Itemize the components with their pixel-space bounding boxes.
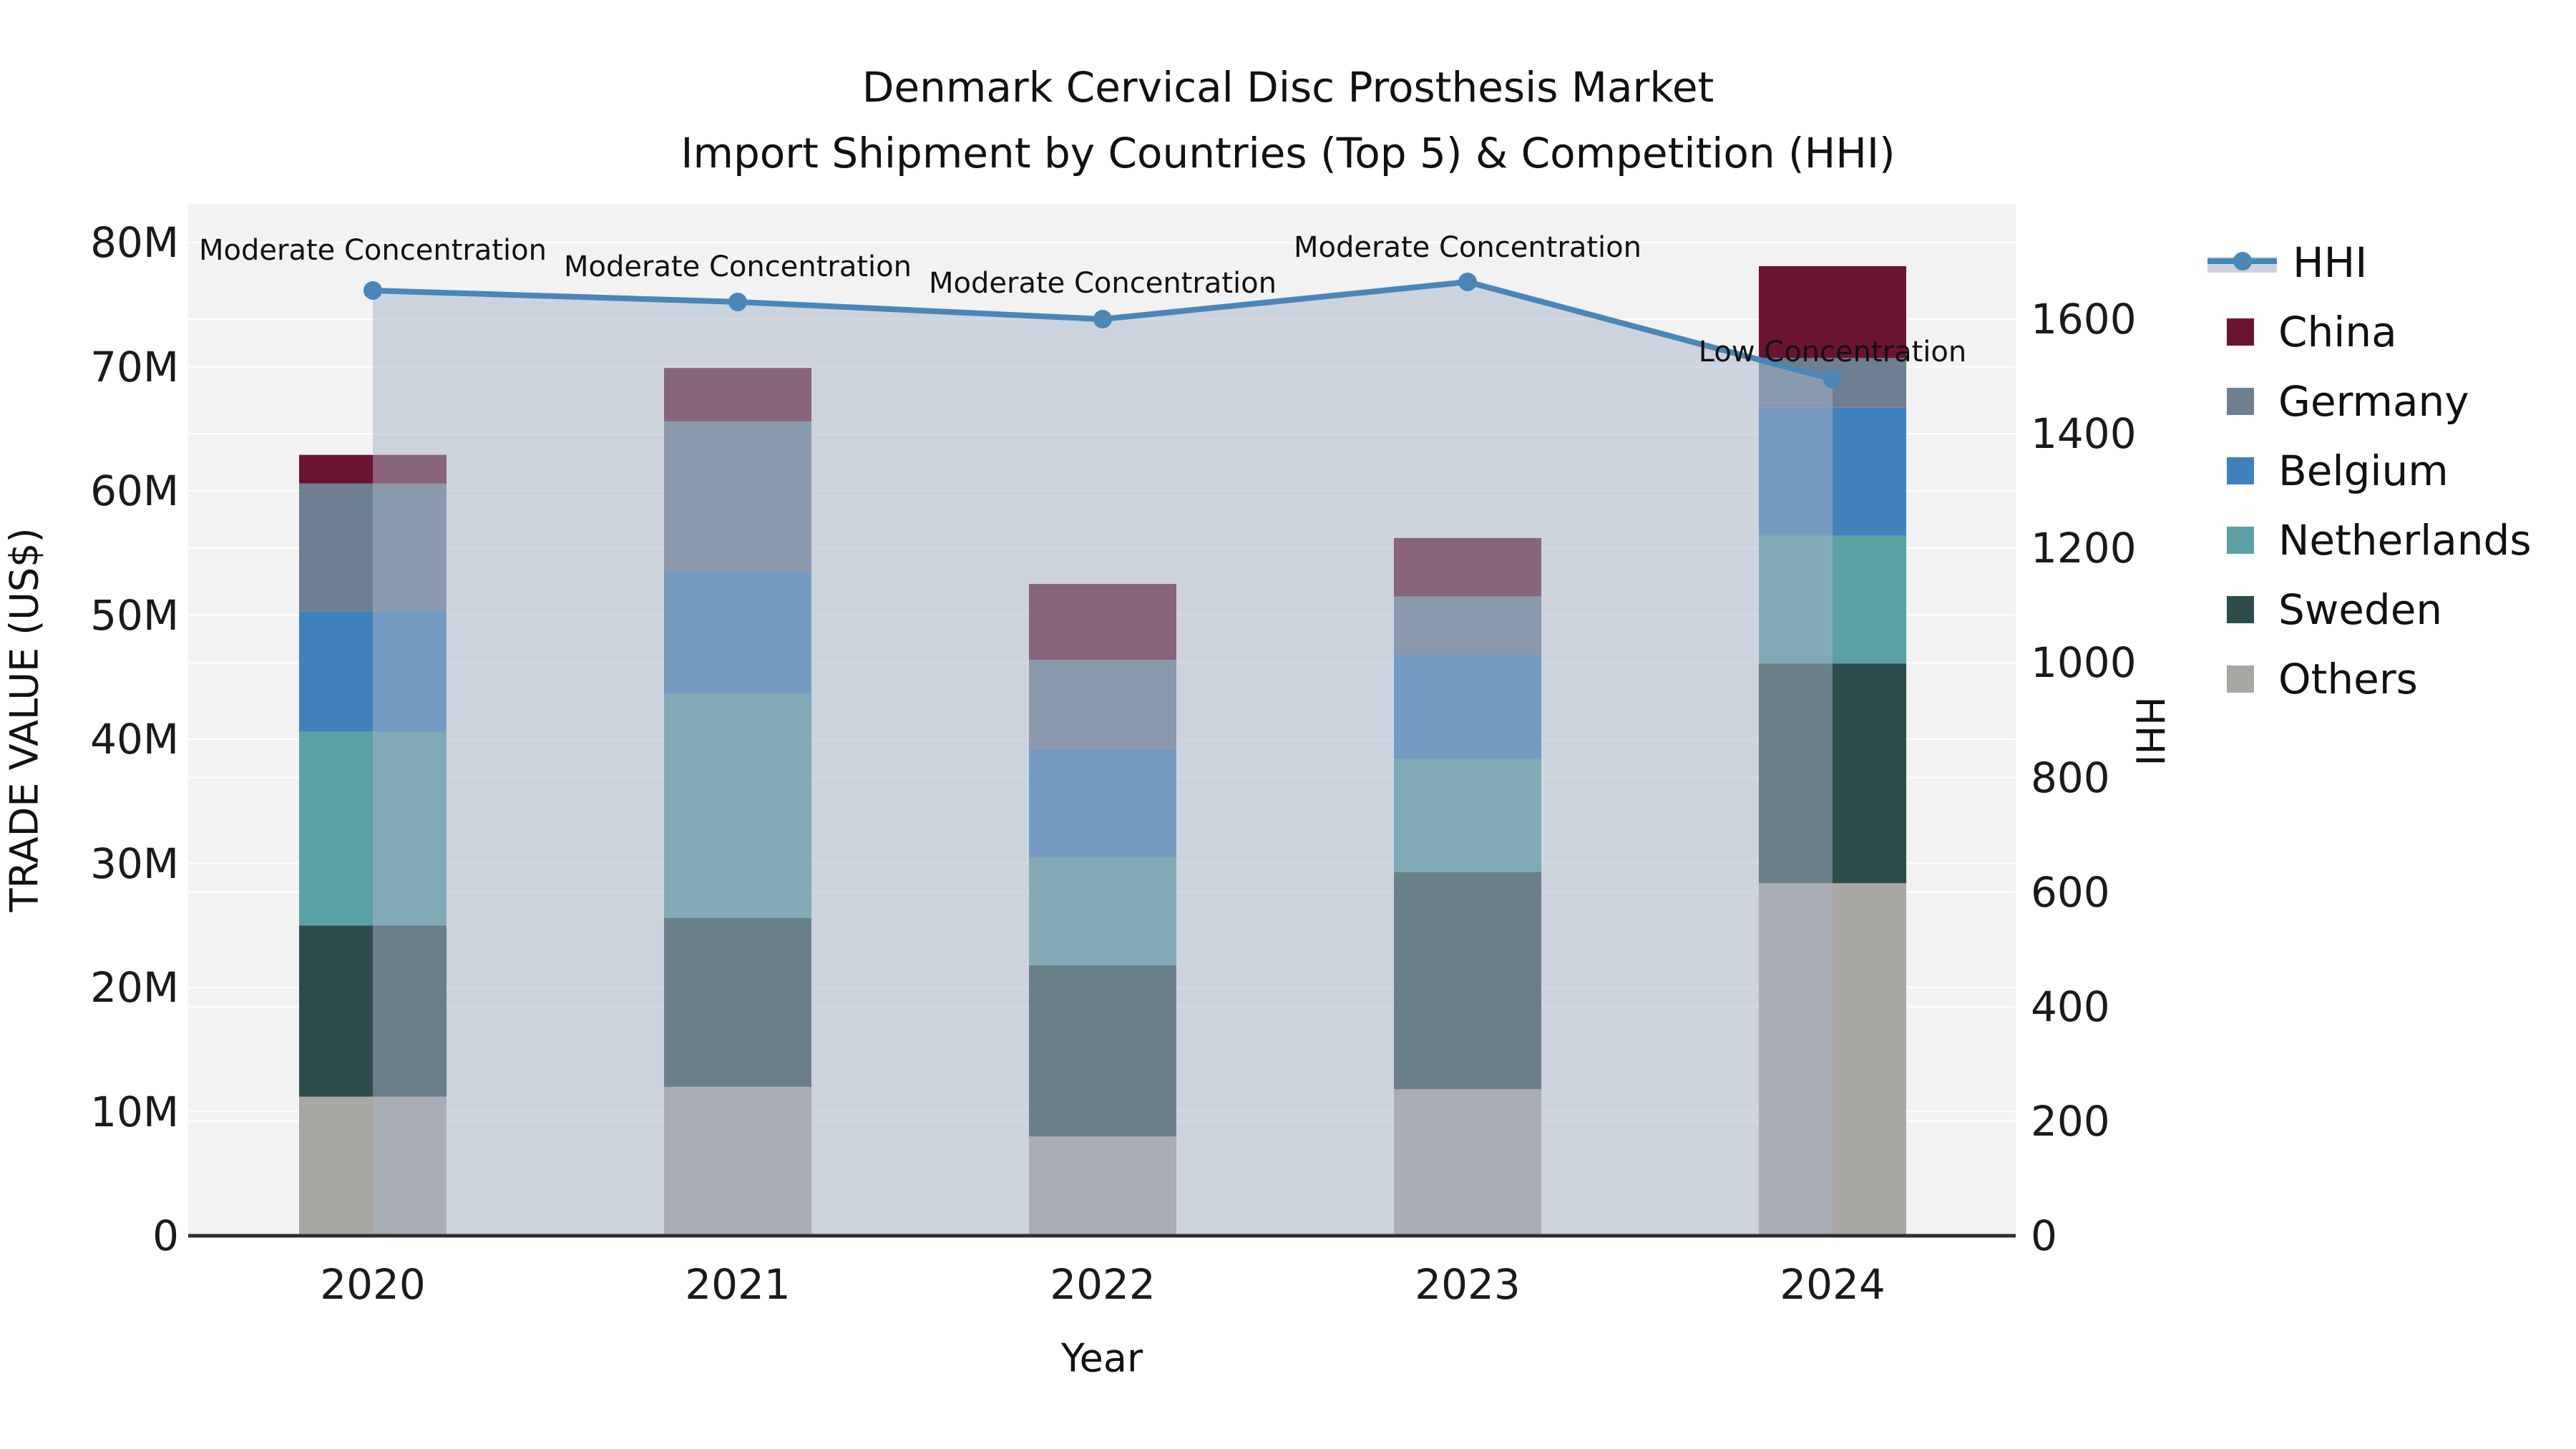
hhi-point-2020 [364,280,382,300]
y-left-axis-label: TRADE VALUE (US$) [1,527,47,912]
legend-label: Sweden [2278,585,2443,634]
y-left-tick-label: 60M [90,467,179,515]
hhi-point-2023 [1458,272,1477,291]
hhi-area-fill [373,281,1833,1236]
y-left-tick-label: 80M [90,218,179,267]
netherlands-swatch-icon [2227,526,2254,554]
y-left-tick-label: 20M [90,963,179,1012]
legend-item-china: China [2207,297,2532,366]
legend-item-hhi: HHI [2207,228,2532,297]
legend-item-others: Others [2207,644,2532,713]
y-right-tick-label: 400 [2031,982,2110,1031]
legend-item-germany: Germany [2207,366,2532,436]
legend-item-netherlands: Netherlands [2207,505,2532,575]
chart-title-line1: Denmark Cervical Disc Prosthesis Market [862,63,1714,112]
legend: HHI China Germany Belgium Netherlands Sw… [2207,228,2532,713]
y-right-tick-label: 0 [2031,1211,2057,1260]
sweden-swatch-icon [2227,595,2254,623]
y-right-tick-label: 1000 [2031,638,2137,688]
hhi-annotation: Moderate Concentration [199,233,547,267]
belgium-swatch-icon [2227,457,2254,484]
y-right-tick-label: 600 [2031,867,2110,917]
y-left-tick-label: 70M [90,342,179,391]
hhi-point-2021 [728,292,747,311]
legend-item-sweden: Sweden [2207,575,2532,644]
hhi-annotation: Moderate Concentration [564,250,912,283]
y-right-tick-label: 1400 [2031,409,2137,459]
hhi-annotation: Low Concentration [1698,336,1967,369]
x-tick-label: 2022 [1050,1260,1156,1309]
legend-label: Belgium [2278,446,2449,495]
y-right-tick-label: 800 [2031,753,2110,802]
china-swatch-icon [2227,318,2254,346]
others-swatch-icon [2227,665,2254,693]
legend-label: Others [2278,654,2418,703]
bar-segment-china-2024 [1759,265,1906,358]
y-left-tick-label: 30M [90,839,179,888]
y-left-tick-label: 10M [90,1087,179,1136]
y-left-tick-label: 0 [152,1211,179,1260]
hhi-annotation: Moderate Concentration [1294,230,1641,264]
x-tick-label: 2020 [320,1260,426,1309]
y-right-tick-label: 1600 [2031,295,2137,343]
x-axis-label: Year [1060,1335,1143,1381]
x-tick-label: 2023 [1415,1260,1521,1309]
y-left-tick-label: 40M [90,715,179,763]
y-left-tick-label: 50M [90,590,179,640]
y-right-axis-label: HHI [2127,696,2172,766]
legend-label: Germany [2278,376,2469,426]
chart-title-line2: Import Shipment by Countries (Top 5) & C… [680,129,1896,177]
x-tick-label: 2021 [685,1260,791,1309]
germany-swatch-icon [2227,387,2254,415]
x-tick-label: 2024 [1780,1260,1885,1309]
y-right-tick-label: 1200 [2031,524,2137,573]
legend-label: HHI [2293,238,2368,287]
legend-label: China [2278,307,2397,356]
hhi-point-2024 [1823,370,1842,389]
legend-item-belgium: Belgium [2207,436,2532,505]
legend-label: Netherlands [2278,515,2532,565]
chart-title: Denmark Cervical Disc Prosthesis Market … [0,54,2576,186]
hhi-point-2022 [1093,310,1112,328]
y-right-tick-label: 200 [2031,1096,2110,1146]
hhi-line-icon [2207,248,2277,277]
hhi-annotation: Moderate Concentration [929,267,1277,300]
